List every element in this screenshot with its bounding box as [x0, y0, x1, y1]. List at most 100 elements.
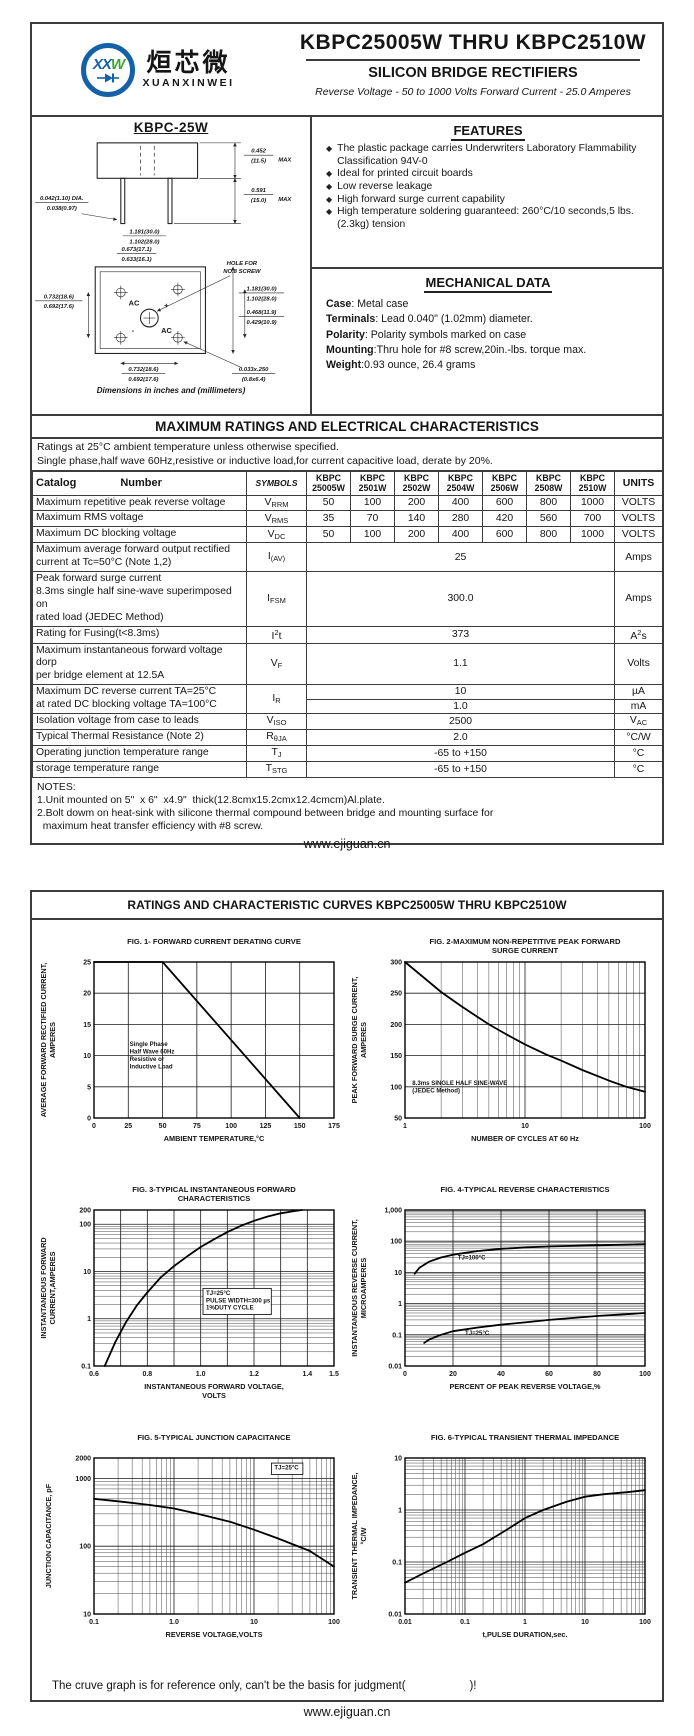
- svg-text:8.3ms SINGLE HALF SINE-WAVE: 8.3ms SINGLE HALF SINE-WAVE: [412, 1080, 507, 1087]
- company-name-en: XUANXINWEI: [142, 77, 235, 90]
- svg-text:0: 0: [87, 1116, 91, 1123]
- svg-text:150: 150: [293, 1123, 305, 1130]
- svg-text:INSTANTANEOUS FORWARD VOLTAGE,: INSTANTANEOUS FORWARD VOLTAGE,: [144, 1382, 284, 1391]
- bullet-icon: ◆: [326, 181, 333, 191]
- svg-text:JUNCTION CAPACITANCE, pF: JUNCTION CAPACITANCE, pF: [44, 1483, 53, 1588]
- company-logo: XXW 烜芯微 XUANXINWEI: [32, 24, 284, 115]
- svg-text:FIG. 4-TYPICAL REVERSE CHARACT: FIG. 4-TYPICAL REVERSE CHARACTERISTICS: [440, 1185, 609, 1194]
- mechanical-row: Weight:0.93 ounce, 26.4 grams: [326, 358, 476, 371]
- svg-text:20: 20: [83, 991, 91, 998]
- svg-text:10: 10: [521, 1123, 529, 1130]
- svg-text:PEAK FORWARD SURGE CURRENT,: PEAK FORWARD SURGE CURRENT,: [350, 977, 359, 1104]
- svg-text:150: 150: [390, 1053, 402, 1060]
- curve-vf: [103, 1209, 303, 1367]
- bullet-icon: ◆: [326, 169, 333, 179]
- part-number-header: KBPC 2508W: [526, 471, 571, 496]
- fig1-chart: 0 25 50 75 100 125 150 175 0 5 10 15 20 25 FIG. 1- FOR…: [39, 937, 340, 1143]
- svg-text:1: 1: [87, 1316, 91, 1323]
- fig2-chart: 1 10 100 50 100 150 200 250 300 FIG. 2-MAXIMUM NO…: [350, 937, 651, 1143]
- svg-text:10: 10: [83, 1269, 91, 1276]
- mechanical-row: Terminals: Lead 0.040" (1.02mm) diameter…: [326, 313, 533, 326]
- svg-text:(JEDEC Method): (JEDEC Method): [412, 1087, 460, 1094]
- svg-text:1.0: 1.0: [195, 1371, 205, 1378]
- figure-fig4: 0 20 40 60 80 100 0.01 0.1 1 10 100 1,000 FIG. 4-TYP…: [347, 1180, 658, 1418]
- svg-text:1: 1: [523, 1619, 527, 1626]
- svg-text:+: +: [164, 301, 169, 310]
- svg-text:0.8: 0.8: [142, 1371, 152, 1378]
- svg-text:0.1: 0.1: [81, 1364, 91, 1371]
- figures-grid: 0 25 50 75 100 125 150 175 0 5 10 15 20 25 FIG. 1- FOR…: [32, 920, 662, 1666]
- svg-text:AMPERES: AMPERES: [48, 1022, 57, 1058]
- svg-text:HOLE FOR: HOLE FOR: [227, 261, 258, 267]
- company-name-cn: 烜芯微: [146, 48, 231, 77]
- curve-zth: [403, 1489, 646, 1584]
- svg-text:75: 75: [192, 1123, 200, 1130]
- svg-text:50: 50: [158, 1123, 166, 1130]
- svg-text:TJ=25°C: TJ=25°C: [206, 1290, 231, 1297]
- table-row: Typical Thermal Resistance (Note 2) RθJA 2…: [32, 728, 663, 746]
- svg-text:1000: 1000: [75, 1476, 91, 1483]
- table-row: Maximum average forward output rectified…: [32, 542, 663, 572]
- svg-text:t,PULSE DURATION,sec.: t,PULSE DURATION,sec.: [482, 1630, 567, 1639]
- svg-text:Single Phase: Single Phase: [129, 1041, 168, 1048]
- svg-text:0.1: 0.1: [392, 1560, 402, 1567]
- feature-item: ◆ High forward surge current capability: [326, 193, 505, 205]
- mechanical-row: Case: Metal case: [326, 298, 409, 311]
- svg-text:0: 0: [92, 1123, 96, 1130]
- svg-text:40: 40: [497, 1371, 505, 1378]
- features-list: ◆ The plastic package carries Underwriter…: [326, 143, 650, 232]
- svg-text:TJ=25°C: TJ=25°C: [274, 1465, 299, 1472]
- svg-text:125: 125: [259, 1123, 271, 1130]
- bullet-icon: ◆: [326, 194, 333, 204]
- svg-text:0.732(18.6): 0.732(18.6): [44, 294, 74, 300]
- table-row: Rating for Fusing(t<8.3ms) I2t 373 A2s: [32, 625, 663, 644]
- svg-text:MAX: MAX: [278, 158, 292, 164]
- svg-text:100: 100: [328, 1619, 340, 1626]
- notes: NOTES: 1.Unit mounted on 5" x 6" x4.9" t…: [37, 781, 494, 833]
- package-drawing: 0.452 (11.5) MAX 0.591 (15.0) MAX 0.042(1.10…: [32, 135, 310, 388]
- curve-derating: [92, 961, 301, 1119]
- ratings-conditions: Ratings at 25°C ambient temperature unle…: [32, 439, 662, 472]
- datasheet-page-1: XXW 烜芯微 XUANXINWEI KBPC25005W THRU KBPC2…: [30, 22, 664, 851]
- svg-text:1: 1: [398, 1508, 402, 1515]
- svg-text:TJ=25°C: TJ=25°C: [465, 1330, 490, 1337]
- curve-tj25: [422, 1312, 646, 1344]
- part-number-header: KBPC 2506W: [482, 471, 527, 496]
- table-row: Maximum RMS voltage VRMS 35 70 140 280 420 560 7…: [32, 510, 663, 528]
- svg-text:20: 20: [449, 1371, 457, 1378]
- svg-text:0.1: 0.1: [89, 1619, 99, 1626]
- tagline: Reverse Voltage - 50 to 1000 Volts Forwa…: [315, 86, 631, 98]
- dimensions-note: Dimensions in inches and (millimeters): [96, 386, 246, 395]
- table-row: storage temperature range TSTG -65 to +150…: [32, 760, 663, 778]
- feature-item: ◆ Ideal for printed circuit boards: [326, 168, 473, 180]
- svg-text:10: 10: [581, 1619, 589, 1626]
- svg-text:100: 100: [79, 1544, 91, 1551]
- diode-icon: [97, 73, 120, 83]
- condition-line: Single phase,half wave 60Hz,resistive or…: [37, 454, 493, 467]
- svg-text:0.468(11.9): 0.468(11.9): [247, 310, 277, 316]
- svg-text:PERCENT OF PEAK REVERSE VOLTAG: PERCENT OF PEAK REVERSE VOLTAGE,%: [449, 1382, 600, 1391]
- svg-text:25: 25: [124, 1123, 132, 1130]
- svg-text:1: 1: [403, 1123, 407, 1130]
- svg-text:10: 10: [394, 1270, 402, 1277]
- svg-text:15: 15: [83, 1022, 91, 1029]
- svg-text:10: 10: [83, 1612, 91, 1619]
- svg-text:50: 50: [394, 1116, 402, 1123]
- svg-text:1.0: 1.0: [169, 1619, 179, 1626]
- svg-text:NO.8 SCREW: NO.8 SCREW: [223, 269, 261, 275]
- svg-text:80: 80: [593, 1371, 601, 1378]
- svg-text:Resistive or: Resistive or: [129, 1056, 164, 1063]
- svg-text:0.673(17.1): 0.673(17.1): [121, 247, 151, 253]
- svg-text:(15.0): (15.0): [251, 198, 266, 204]
- svg-text:2000: 2000: [75, 1456, 91, 1463]
- fig5-chart: 0.1 1.0 10 100 10 100 1000 2000 FIG. 5-TYPICAL J…: [44, 1433, 340, 1639]
- fig4-chart: 0 20 40 60 80 100 0.01 0.1 1 10 100 1,000 FIG. 4-TYP…: [350, 1185, 651, 1391]
- svg-text:°C/W: °C/W: [359, 1527, 368, 1544]
- features-title: FEATURES: [326, 123, 650, 141]
- svg-text:0.692(17.6): 0.692(17.6): [44, 304, 74, 310]
- svg-text:1.102(28.0): 1.102(28.0): [129, 239, 159, 245]
- disclaimer: The cruve graph is for reference only, c…: [52, 1680, 477, 1692]
- table-header-row: Catalog Number SYMBOLS KBPC 25005W KBPC 2501W K…: [32, 471, 663, 496]
- svg-text:FIG. 1- FORWARD CURRENT DERATI: FIG. 1- FORWARD CURRENT DERATING CURVE: [127, 937, 301, 946]
- svg-text:10: 10: [394, 1456, 402, 1463]
